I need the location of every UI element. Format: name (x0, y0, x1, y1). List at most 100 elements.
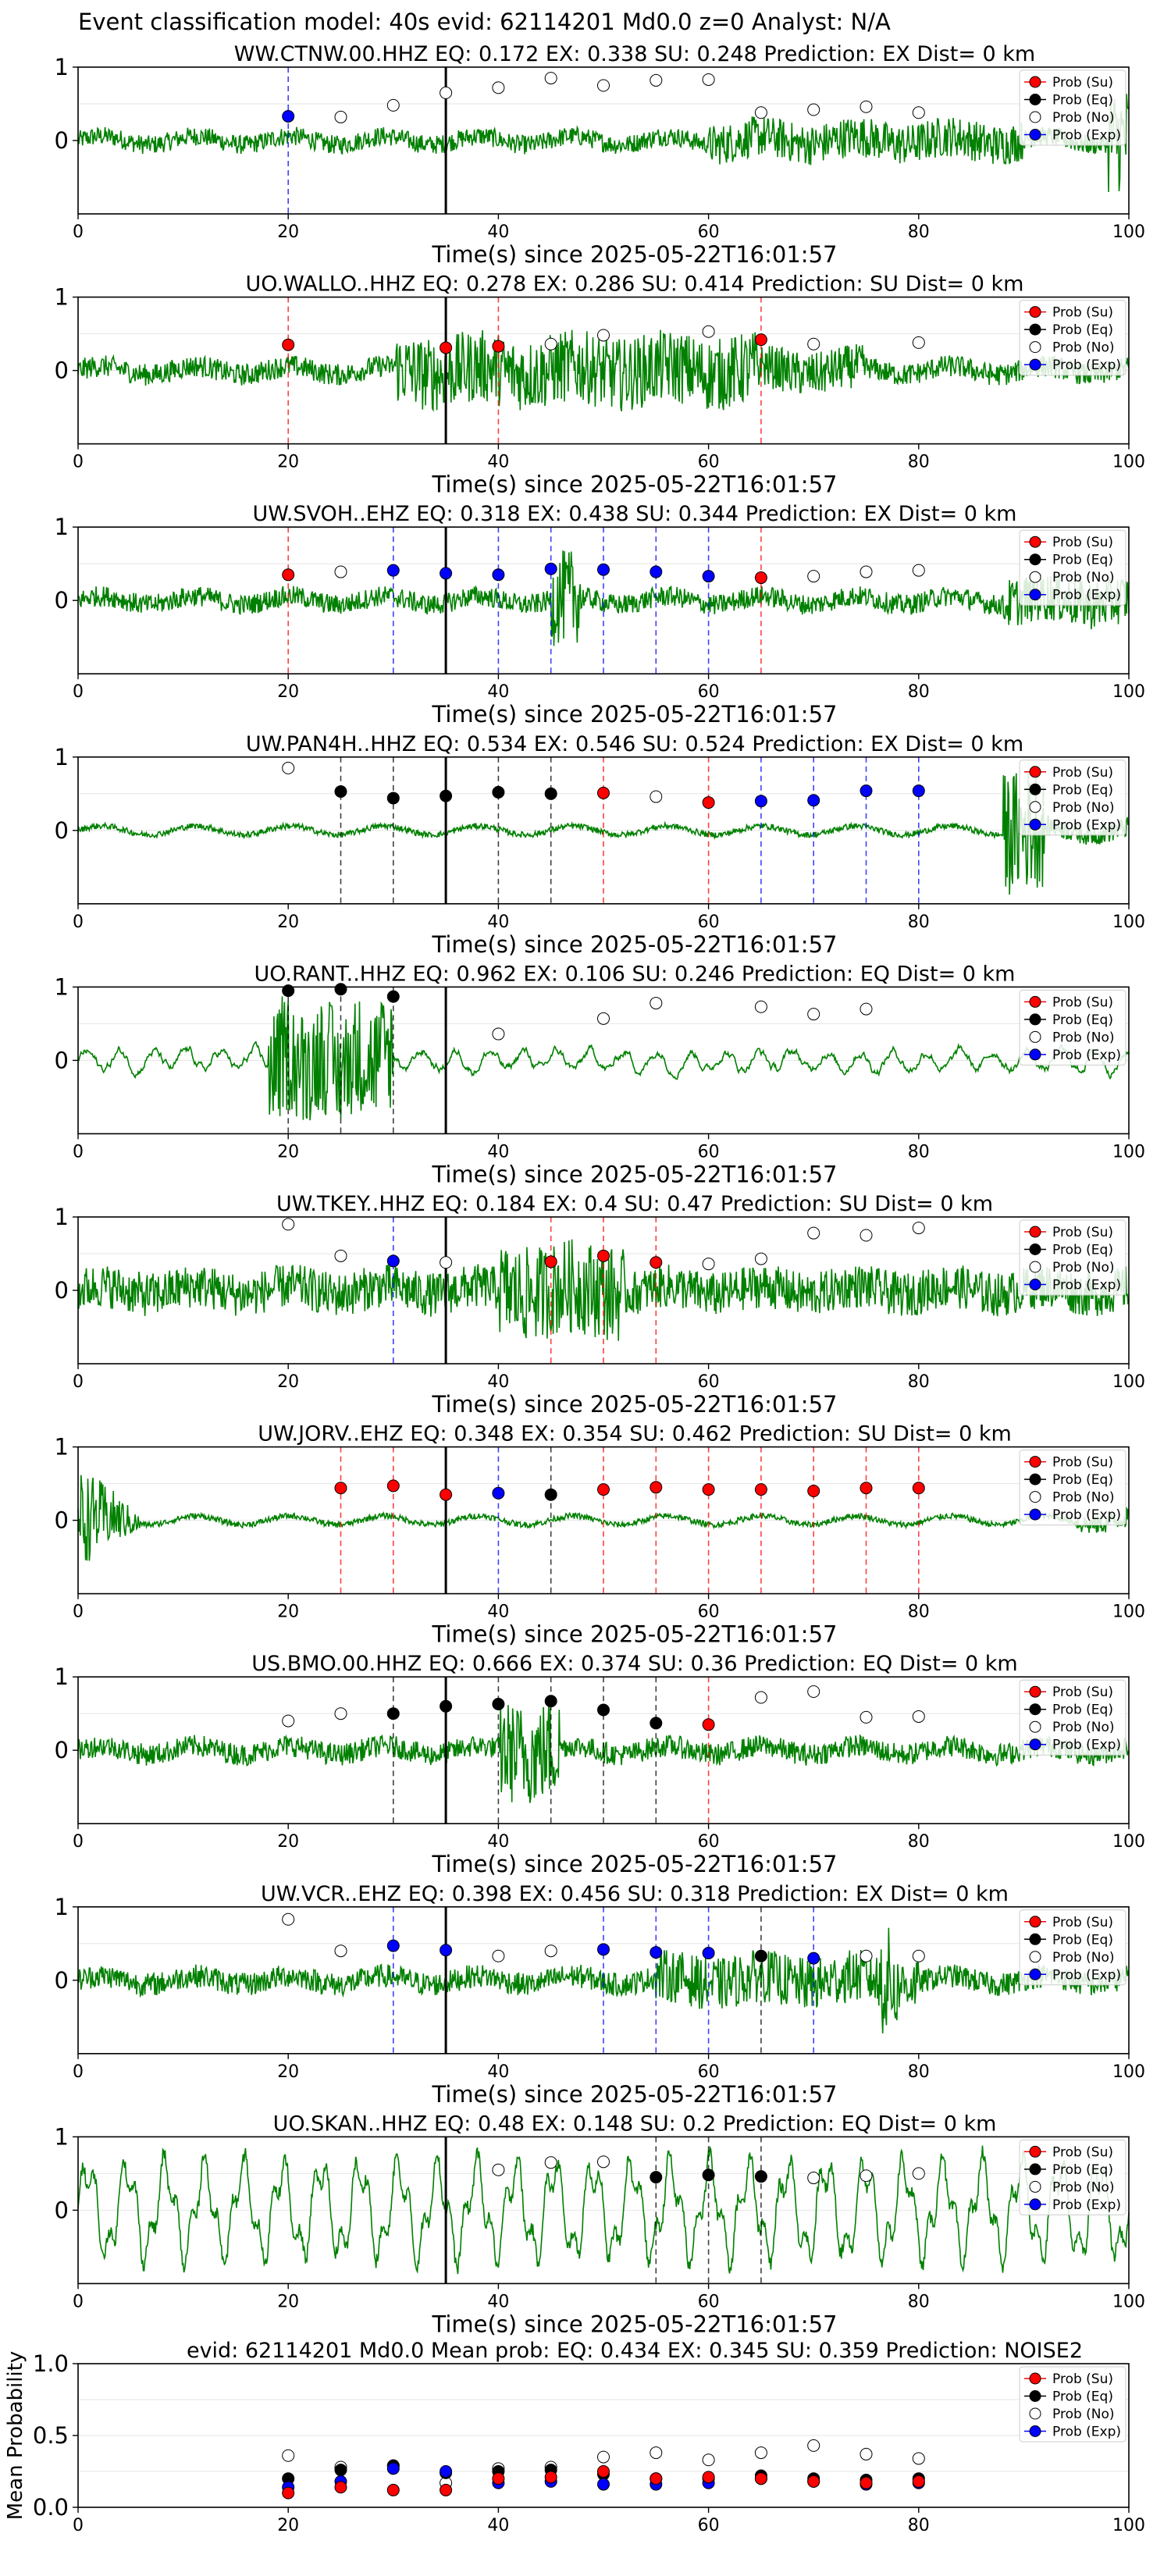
y-tick-label: 1 (55, 284, 69, 311)
legend-label: Prob (Eq) (1052, 322, 1113, 338)
probability-marker (492, 785, 505, 799)
probability-marker (334, 565, 347, 578)
x-axis-label: Time(s) since 2025-05-22T16:01:57 (432, 471, 838, 498)
legend-marker (1029, 818, 1041, 831)
probability-marker (597, 1249, 610, 1262)
x-tick-label: 40 (487, 2516, 509, 2535)
probability-marker (807, 337, 820, 350)
legend-marker (1029, 1048, 1041, 1061)
x-tick-label: 100 (1112, 2062, 1145, 2082)
legend-marker (1029, 1703, 1041, 1716)
x-tick-label: 40 (487, 1832, 509, 1852)
probability-marker (544, 337, 557, 350)
x-tick-label: 20 (277, 2516, 299, 2535)
probability-marker (702, 1947, 715, 1960)
y-tick-label: 0.0 (33, 2494, 69, 2521)
panel-title: evid: 62114201 Md0.0 Mean prob: EQ: 0.43… (187, 2339, 1083, 2363)
probability-marker (544, 787, 557, 800)
legend-box (1019, 69, 1127, 146)
x-tick-label: 40 (487, 453, 509, 472)
probability-marker (754, 1691, 767, 1704)
y-tick-label: 1 (55, 2123, 69, 2150)
probability-marker (544, 72, 557, 85)
legend-label: Prob (Eq) (1052, 2389, 1113, 2405)
y-tick-label: 0.5 (33, 2422, 69, 2449)
mean-probability-marker (597, 2450, 610, 2464)
x-tick-label: 100 (1112, 222, 1145, 242)
y-tick-label: 1 (55, 54, 69, 80)
legend-label: Prob (Eq) (1052, 1243, 1113, 1258)
legend-marker (1029, 783, 1041, 795)
x-tick-label: 100 (1112, 913, 1145, 932)
legend-box (1019, 989, 1127, 1066)
legend-label: Prob (Eq) (1052, 1932, 1113, 1948)
probability-marker (754, 333, 767, 347)
legend-marker (1029, 1933, 1041, 1945)
legend-marker (1029, 1951, 1041, 1963)
legend-label: Prob (Su) (1052, 2144, 1113, 2160)
probability-marker (650, 997, 663, 1010)
x-tick-label: 20 (277, 913, 299, 932)
station-panel: UW.VCR..EHZ EQ: 0.398 EX: 0.456 SU: 0.31… (55, 1882, 1145, 2108)
legend-label: Prob (No) (1052, 570, 1115, 585)
legend-label: Prob (Eq) (1052, 1012, 1113, 1028)
probability-marker (860, 1482, 873, 1495)
x-axis-label: Time(s) since 2025-05-22T16:01:57 (432, 1621, 838, 1648)
probability-marker (702, 1483, 715, 1496)
probability-marker (754, 1252, 767, 1265)
probability-marker (912, 2167, 925, 2180)
probability-marker (597, 79, 610, 92)
probability-marker (702, 2169, 715, 2182)
x-tick-label: 20 (277, 1832, 299, 1852)
probability-marker (807, 1008, 820, 1021)
x-tick-label: 60 (698, 913, 720, 932)
x-tick-label: 20 (277, 222, 299, 242)
legend-marker (1029, 1261, 1041, 1273)
x-tick-label: 80 (908, 2292, 930, 2311)
probability-marker (702, 570, 715, 583)
x-tick-label: 0 (73, 1142, 84, 1162)
x-tick-label: 0 (73, 2516, 84, 2535)
station-panel: WW.CTNW.00.HHZ EQ: 0.172 EX: 0.338 SU: 0… (55, 42, 1145, 268)
x-tick-label: 100 (1112, 1832, 1145, 1852)
legend-label: Prob (Eq) (1052, 93, 1113, 109)
probability-marker (912, 785, 925, 798)
probability-marker (912, 1222, 925, 1235)
legend: Prob (Su)Prob (Eq)Prob (No)Prob (Exp) (1019, 529, 1127, 606)
x-axis-label: Time(s) since 2025-05-22T16:01:57 (432, 2081, 838, 2108)
x-tick-label: 0 (73, 222, 84, 242)
legend-marker (1029, 1968, 1041, 1980)
probability-marker (282, 761, 295, 774)
probability-marker (807, 1485, 820, 1497)
legend-marker (1029, 1738, 1041, 1751)
probability-marker (912, 1482, 925, 1495)
legend-label: Prob (Su) (1052, 1455, 1113, 1471)
probability-marker (597, 1483, 610, 1496)
probability-marker (440, 86, 453, 99)
legend: Prob (Su)Prob (Eq)Prob (No)Prob (Exp) (1019, 1679, 1127, 1756)
probability-marker (702, 1718, 715, 1731)
legend-marker (1029, 766, 1041, 778)
legend-label: Prob (Exp) (1052, 1278, 1121, 1293)
probability-marker (386, 792, 400, 805)
legend-label: Prob (Su) (1052, 765, 1113, 781)
probability-marker (860, 2169, 873, 2183)
x-tick-label: 80 (908, 1603, 930, 1622)
probability-marker (807, 1685, 820, 1698)
probability-marker (440, 1699, 453, 1713)
legend-marker (1029, 801, 1041, 813)
probability-marker (544, 562, 557, 575)
legend-marker (1029, 1244, 1041, 1255)
legend-marker (1029, 341, 1041, 354)
mean-probability-marker (807, 2475, 820, 2488)
probability-marker (334, 983, 347, 996)
probability-marker (386, 1939, 400, 1952)
legend: Prob (Su)Prob (Eq)Prob (No)Prob (Exp) (1019, 760, 1127, 836)
mean-probability-panel: evid: 62114201 Md0.0 Mean prob: EQ: 0.43… (4, 2339, 1145, 2535)
probability-marker (754, 1949, 767, 1962)
x-tick-label: 100 (1112, 2516, 1145, 2535)
probability-marker (860, 1949, 873, 1962)
legend-label: Prob (Exp) (1052, 1048, 1121, 1063)
probability-marker (754, 1483, 767, 1496)
x-tick-label: 100 (1112, 1372, 1145, 1392)
